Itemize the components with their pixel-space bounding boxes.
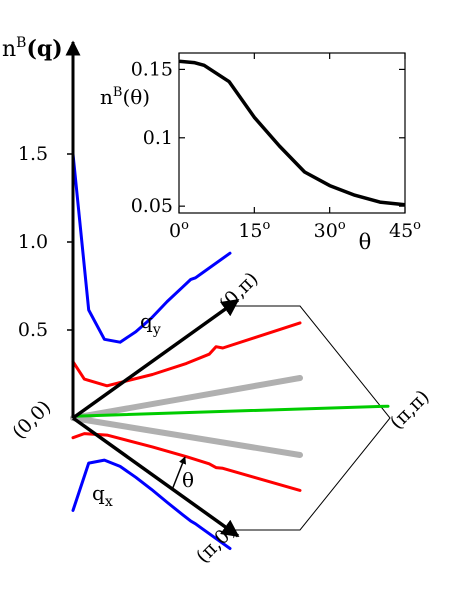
inset-ylabel: nB(θ) [100,85,150,109]
theta-angle-arrow [171,456,187,491]
qx-label: qx [92,481,113,510]
inset-series-line [178,59,406,207]
gray-curve [70,415,303,458]
corner-label-0-pi: (0,π) [215,268,263,316]
inset-frame [178,52,406,214]
inset-xtick-label: 0o [169,218,189,242]
inset-tick-labels: 0o 15o 30o 45o 0.05 0.1 0.15 [131,58,421,242]
qy-label: qy [140,309,161,338]
blue-curve [71,458,232,550]
gray-curve [70,375,303,421]
qy-direction-arrow [71,298,240,420]
inset-xtick-label: 45o [389,218,421,242]
inset-plot: 0o 15o 30o 45o 0.05 0.1 0.15 nB(θ) θ [100,52,421,254]
green-curve [71,404,390,418]
main-ylabel: nB(q) [2,35,63,62]
blue-curve [71,152,232,344]
inset-ytick-label: 0.05 [131,195,173,217]
inset-line [178,59,406,207]
main-axes [65,40,240,538]
red-curve [71,321,302,388]
corner-label-origin: (0,0) [8,396,55,443]
theta-angle-label: θ [182,468,194,492]
inset-xlabel: θ [359,230,372,254]
inset-xtick-label: 30o [314,218,346,242]
main-ytick-label: 1.0 [18,231,48,253]
main-ytick-label: 1.5 [18,143,48,165]
corner-label-pi-pi: (π,π) [386,386,434,434]
brillouin-zone-frame [230,305,391,531]
inset-xtick-label: 15o [238,218,270,242]
inset-ytick-label: 0.15 [131,58,173,80]
main-ytick-label: 0.5 [18,319,48,341]
inset-ytick-label: 0.1 [143,127,173,149]
qx-direction-arrow [71,416,240,538]
zone-boundary-line [230,305,391,531]
